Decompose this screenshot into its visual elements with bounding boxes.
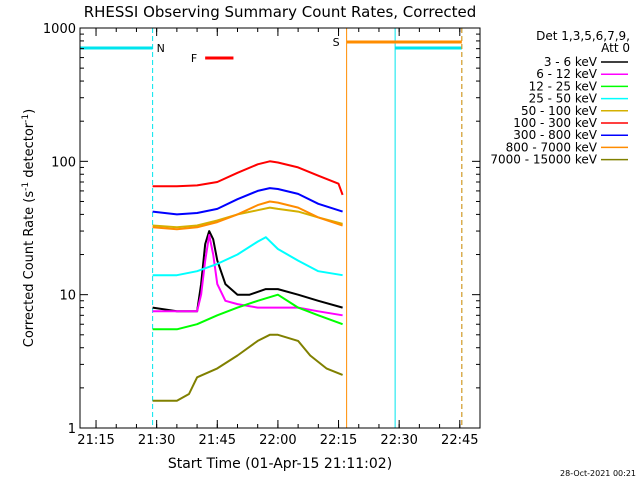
legend-label-7: 800 - 7000 keV <box>506 140 598 154</box>
x-tick-label: 22:15 <box>320 433 357 448</box>
legend-label-1: 6 - 12 keV <box>536 67 598 81</box>
series-line-1 <box>152 234 343 317</box>
y-axis-label: Corrected Count Rate (s-1 detector-1) <box>21 109 37 347</box>
x-tick-label: 22:00 <box>259 433 296 448</box>
plot-area: F N S <box>79 28 463 428</box>
legend-label-4: 50 - 100 keV <box>521 104 598 118</box>
flag-label-night: N <box>157 42 165 55</box>
series-line-6 <box>152 187 343 216</box>
x-tick-label: 21:15 <box>77 433 114 448</box>
x-tick-label: 22:45 <box>441 433 478 448</box>
timestamp: 28-Oct-2021 00:21 <box>560 469 636 478</box>
series-line-5 <box>152 160 344 196</box>
y-tick-label: 10 <box>59 289 76 304</box>
series-line-3 <box>152 236 343 277</box>
series-line-0 <box>152 230 343 313</box>
x-tick-label: 21:30 <box>138 433 175 448</box>
x-axis: 21:15 21:30 21:45 22:00 22:15 22:30 22:45 <box>77 28 481 448</box>
x-tick-label: 21:45 <box>199 433 236 448</box>
flag-label-flare: F <box>191 52 197 65</box>
x-axis-label: Start Time (01-Apr-15 21:11:02) <box>168 456 392 472</box>
legend-header-line1: Det 1,3,5,6,7,9, <box>536 29 630 43</box>
y-tick-label: 1000 <box>43 22 76 37</box>
legend-header-line2: Att 0 <box>601 41 630 55</box>
legend-label-5: 100 - 300 keV <box>513 116 597 130</box>
x-tick-label: 22:30 <box>380 433 417 448</box>
series-line-7 <box>152 200 343 231</box>
legend-label-6: 300 - 800 keV <box>513 128 597 142</box>
flag-label-saa: S <box>333 36 340 49</box>
legend-label-3: 25 - 50 keV <box>529 92 598 106</box>
legend-label-0: 3 - 6 keV <box>544 55 598 69</box>
y-axis: 1 10 100 1000 <box>43 22 480 437</box>
series-line-2 <box>152 293 343 331</box>
y-tick-label: 1 <box>68 422 76 437</box>
y-tick-label: 100 <box>51 155 76 170</box>
series-line-8 <box>152 333 343 402</box>
legend-label-2: 12 - 25 keV <box>529 79 598 93</box>
plot-frame <box>79 27 481 429</box>
series-line-4 <box>152 206 343 229</box>
chart-title: RHESSI Observing Summary Count Rates, Co… <box>84 3 477 21</box>
legend-label-8: 7000 - 15000 keV <box>490 153 597 167</box>
